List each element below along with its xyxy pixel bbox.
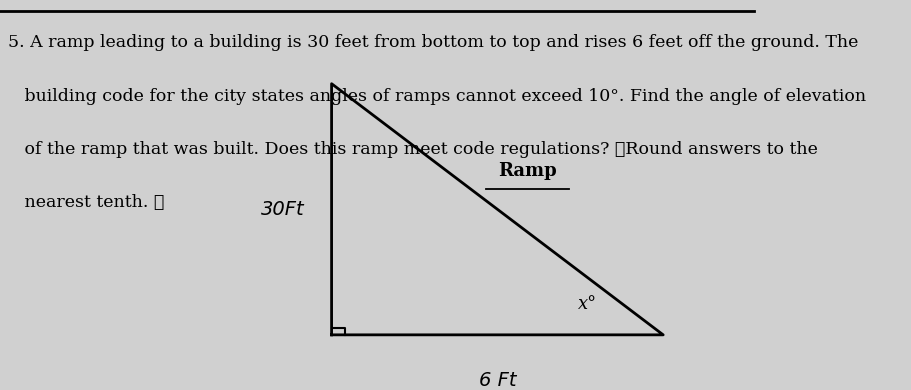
Text: building code for the city states angles of ramps cannot exceed 10°. Find the an: building code for the city states angles…	[7, 87, 865, 105]
Text: 30Ft: 30Ft	[261, 200, 304, 219]
Text: nearest tenth. ★: nearest tenth. ★	[7, 194, 164, 211]
Text: of the ramp that was built. Does this ramp meet code regulations? ★Round answers: of the ramp that was built. Does this ra…	[7, 141, 816, 158]
Text: x°: x°	[578, 295, 597, 314]
Text: 6 Ft: 6 Ft	[478, 371, 516, 390]
Text: 5. A ramp leading to a building is 30 feet from bottom to top and rises 6 feet o: 5. A ramp leading to a building is 30 fe…	[7, 34, 857, 51]
Text: Ramp: Ramp	[497, 162, 557, 180]
